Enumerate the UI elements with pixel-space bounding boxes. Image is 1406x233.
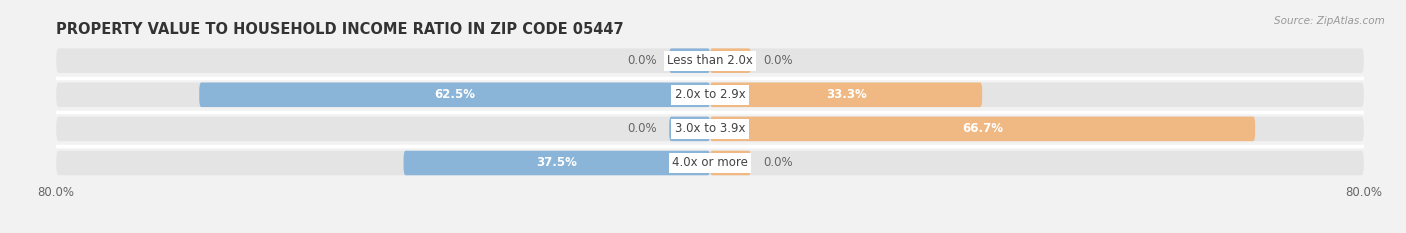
Text: 62.5%: 62.5% [434, 88, 475, 101]
Text: 0.0%: 0.0% [763, 54, 793, 67]
Text: 33.3%: 33.3% [825, 88, 866, 101]
FancyBboxPatch shape [56, 151, 1364, 175]
FancyBboxPatch shape [56, 48, 1364, 73]
FancyBboxPatch shape [710, 151, 751, 175]
FancyBboxPatch shape [710, 116, 1256, 141]
FancyBboxPatch shape [669, 116, 710, 141]
Text: 0.0%: 0.0% [627, 54, 657, 67]
FancyBboxPatch shape [56, 116, 1364, 141]
FancyBboxPatch shape [404, 151, 710, 175]
FancyBboxPatch shape [669, 48, 710, 73]
Text: 2.0x to 2.9x: 2.0x to 2.9x [675, 88, 745, 101]
Text: 4.0x or more: 4.0x or more [672, 157, 748, 169]
Text: 66.7%: 66.7% [962, 122, 1002, 135]
FancyBboxPatch shape [56, 82, 1364, 107]
FancyBboxPatch shape [200, 82, 710, 107]
Text: 0.0%: 0.0% [763, 157, 793, 169]
FancyBboxPatch shape [710, 48, 751, 73]
Text: 37.5%: 37.5% [536, 157, 578, 169]
Text: 3.0x to 3.9x: 3.0x to 3.9x [675, 122, 745, 135]
FancyBboxPatch shape [710, 82, 983, 107]
Text: Source: ZipAtlas.com: Source: ZipAtlas.com [1274, 16, 1385, 26]
Text: 0.0%: 0.0% [627, 122, 657, 135]
Text: Less than 2.0x: Less than 2.0x [666, 54, 754, 67]
Text: PROPERTY VALUE TO HOUSEHOLD INCOME RATIO IN ZIP CODE 05447: PROPERTY VALUE TO HOUSEHOLD INCOME RATIO… [56, 22, 624, 37]
